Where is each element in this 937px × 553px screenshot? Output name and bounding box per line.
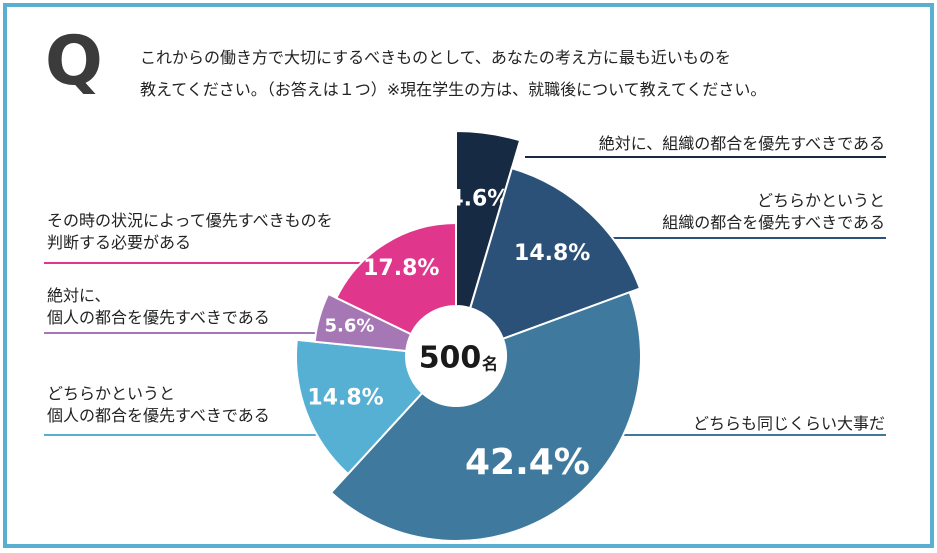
legend-label-1-line-1: どちらかというと <box>756 191 885 210</box>
question-line-1: これからの働き方で大切にするべきものとして、あなたの考え方に最も近いものを <box>140 48 731 67</box>
legend-label-1-line-2: 組織の都合を優先すべきである <box>662 213 885 232</box>
legend-label-3: どちらかというと 個人の都合を優先すべきである <box>47 383 270 427</box>
pie-slice-4 <box>313 292 413 353</box>
legend-label-5-line-2: 判断する必要がある <box>47 233 192 252</box>
legend-label-4: 絶対に、 個人の都合を優先すべきである <box>47 285 270 329</box>
center-total-unit: 名 <box>482 355 498 374</box>
question-line-2: 教えてください。（お答えは１つ）※現在学生の方は、就職後について教えてください。 <box>140 80 767 99</box>
center-total-number: 500 <box>419 341 482 376</box>
legend-label-3-line-2: 個人の都合を優先すべきである <box>47 406 270 425</box>
legend-label-2-line-1: どちらも同じくらい大事だ <box>692 414 885 433</box>
legend-label-2: どちらも同じくらい大事だ <box>693 413 885 435</box>
legend-label-4-line-1: 絶対に、 <box>47 286 111 305</box>
legend-label-5-line-1: その時の状況によって優先すべきものを <box>47 211 333 230</box>
pie-slice-5 <box>335 221 457 336</box>
slice-value-label-3: 14.8% <box>307 386 383 411</box>
pie-slice-0 <box>455 129 522 310</box>
pie-slice-1 <box>469 166 642 341</box>
pie-slice-2 <box>329 290 642 542</box>
pie-slice-3 <box>295 338 424 476</box>
legend-label-0: 絶対に、組織の都合を優先すべきである <box>599 133 885 155</box>
question-mark: Q <box>45 22 103 101</box>
legend-label-4-line-2: 個人の都合を優先すべきである <box>47 308 270 327</box>
center-circle <box>408 308 504 404</box>
slice-value-label-5: 17.8% <box>363 256 439 281</box>
legend-label-1: どちらかというと 組織の都合を優先すべきである <box>662 190 885 234</box>
legend-label-5: その時の状況によって優先すべきものを 判断する必要がある <box>47 210 333 254</box>
question-text: これからの働き方で大切にするべきものとして、あなたの考え方に最も近いものを 教え… <box>140 42 900 106</box>
slice-value-label-2: 42.4% <box>465 442 590 483</box>
legend-label-0-line-1: 絶対に、組織の都合を優先すべきである <box>598 134 885 153</box>
slice-value-label-4: 5.6% <box>325 315 375 336</box>
slice-value-label-1: 14.8% <box>514 241 590 266</box>
legend-label-3-line-1: どちらかというと <box>47 384 176 403</box>
